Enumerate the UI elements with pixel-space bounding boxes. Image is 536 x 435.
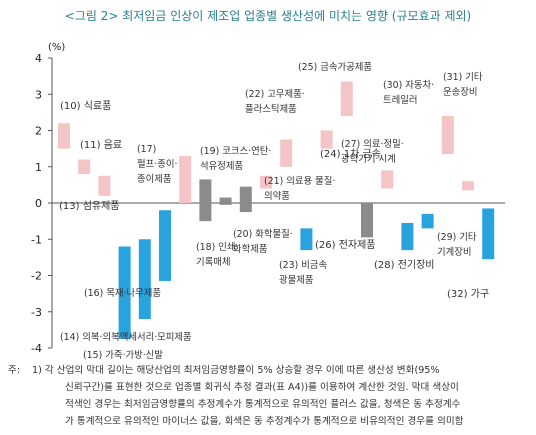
bar-26 <box>361 203 373 238</box>
bar-label: (24) 1차 금속 <box>320 148 381 160</box>
y-axis-unit: (%) <box>48 42 65 53</box>
y-tick-label: 0 <box>35 197 42 210</box>
footnote-line: 1) 각 산업의 막대 길이는 해당산업의 최저임금영향률이 5% 상승할 경우… <box>32 365 440 376</box>
range-bar-chart: -4 -3 -2 -1 0 1 2 3 4 (%) (10) 식료품 (11) 음료 (13) 섬유제… <box>31 42 505 360</box>
y-tick-label: 3 <box>35 88 42 101</box>
bar-label: (29) 기타 <box>437 232 477 243</box>
bar-label: (14) 의복·의복액세서리·모피제품 <box>60 331 192 343</box>
bar-label: 의약품 <box>264 190 290 202</box>
bar-label: (22) 고무제품· <box>245 89 305 100</box>
bar-label: (25) 금속가공제품 <box>298 62 372 73</box>
bar-label: 플라스틱제품 <box>245 103 297 115</box>
bar-label: 펄프·종이· <box>137 158 177 170</box>
bar-28 <box>401 222 414 251</box>
bar-label: 기록매체 <box>196 257 231 268</box>
y-tick-label: 1 <box>35 161 42 174</box>
bar-10 <box>58 123 70 149</box>
bar-label: 석유정제품 <box>200 161 244 172</box>
bar-24 <box>320 130 333 149</box>
footnote-line: 신뢰구간)를 표현한 것으로 업종별 회귀식 추정 결과(표 A4))를 이용하… <box>65 382 459 393</box>
bar-label: (27) 의료·정밀· <box>341 138 404 150</box>
bar-label: (23) 비금속 <box>279 260 327 271</box>
bar-11 <box>78 159 91 174</box>
bar-label: 기계장비 <box>437 246 472 258</box>
footnote-line: 적색인 경우는 최저임금영향률의 추정계수가 통계적으로 유의적인 플러스 값을… <box>65 399 461 410</box>
bar-label: 광학기기·시계 <box>341 153 396 165</box>
bar-label: (30) 자동차· <box>383 79 434 91</box>
y-tick-label: 2 <box>35 125 42 138</box>
axes: -4 -3 -2 -1 0 1 2 3 4 (%) <box>31 42 505 355</box>
y-tick-label: -3 <box>31 306 42 319</box>
y-tick-label: -4 <box>31 342 42 355</box>
bar-label: (10) 식료품 <box>60 100 111 112</box>
bar-label: 트레일러 <box>383 95 418 106</box>
footnote-line: 가 통계적으로 유의적인 마이너스 값을, 회색은 동 추정계수가 통계적으로 … <box>65 416 464 427</box>
chart-title: <그림 2> 최저임금 인상이 제조업 업종별 생산성에 미치는 영향 (규모효… <box>64 9 472 23</box>
bar-label: (16) 목재·나무제품 <box>84 288 161 299</box>
y-tick-label: -2 <box>31 270 42 283</box>
bar-14 <box>118 246 131 339</box>
bar-21 <box>260 175 272 189</box>
bar-13 <box>98 175 111 196</box>
bar-17 <box>179 155 192 203</box>
footnote: 주: 1) 각 산업의 막대 길이는 해당산업의 최저임금영향률이 5% 상승할… <box>8 362 530 430</box>
bar-label: (15) 가죽·가방·신발 <box>83 350 163 360</box>
bar-label: (13) 섬유제품 <box>59 200 120 212</box>
bar-16 <box>159 210 171 281</box>
bar-22 <box>280 139 293 167</box>
bar-31 <box>462 181 474 191</box>
footnote-prefix: 주: <box>8 365 21 376</box>
bar-label: (28) 전기장비 <box>374 259 435 271</box>
bar-label: (32) 가구 <box>447 288 489 300</box>
bar-label: (21) 의료용 물질· <box>264 175 335 187</box>
bar-27 <box>381 170 394 189</box>
bar-32 <box>482 208 495 260</box>
bar-29 <box>421 213 434 229</box>
bar-label: (19) 코크스·연탄· <box>200 146 271 157</box>
bar-18 <box>199 179 212 222</box>
bar-label: (31) 기타 <box>443 72 483 83</box>
bar-label: 광물제품 <box>279 274 314 286</box>
bar-label: (26) 전자제품 <box>315 239 376 251</box>
bar-23 <box>300 228 313 251</box>
bar-label: 종이제품 <box>137 174 172 185</box>
bar-20 <box>239 186 252 213</box>
bar-25 <box>340 81 353 116</box>
bar-label: 운송장비 <box>443 87 478 98</box>
bar-19 <box>219 197 232 205</box>
bar-labels: (10) 식료품 (11) 음료 (13) 섬유제품 (14) 의복·의복액세서리·모… <box>59 62 489 360</box>
bar-label: (17) <box>137 144 156 155</box>
y-tick-label: -1 <box>31 233 42 246</box>
bars <box>58 81 495 339</box>
bar-label: (20) 화학물질· <box>233 228 293 240</box>
bar-30 <box>441 116 454 155</box>
bar-label: (11) 음료 <box>80 139 122 151</box>
y-tick-label: 4 <box>35 52 42 65</box>
bar-15 <box>138 239 151 319</box>
bar-label: (18) 인쇄· <box>196 242 238 253</box>
bar-label: 화학제품 <box>233 244 268 255</box>
